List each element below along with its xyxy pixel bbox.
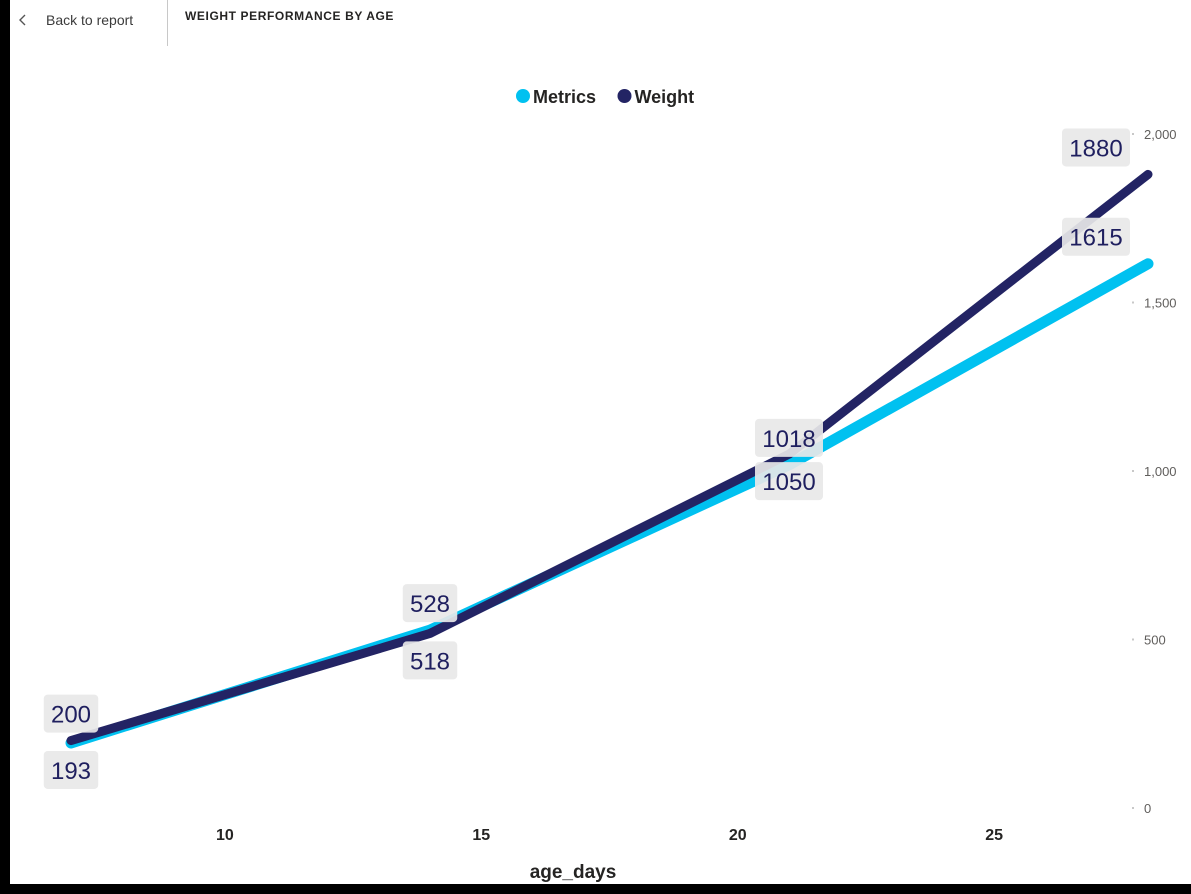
data-label-box — [755, 418, 823, 457]
legend-label-metrics: Metrics — [533, 87, 596, 107]
y-tick-label: 500 — [1144, 633, 1166, 648]
data-label-text: 1615 — [1069, 225, 1122, 252]
data-label-text: 1050 — [762, 469, 815, 496]
x-tick-label: 20 — [729, 827, 747, 844]
data-label: 528 — [402, 584, 458, 623]
header-divider — [167, 0, 168, 46]
data-label-text: 1018 — [762, 426, 815, 453]
top-bar: Back to report WEIGHT PERFORMANCE BY AGE — [10, 0, 1191, 46]
y-tick-label: 1,000 — [1144, 464, 1177, 479]
y-axis: 0 500 1,000 1,500 2,000 — [1132, 127, 1177, 816]
data-label-box — [1062, 128, 1130, 167]
data-label: 1050 — [755, 462, 823, 501]
data-label-box — [43, 750, 99, 789]
y-tick-mark — [1132, 133, 1134, 135]
data-label-box — [755, 462, 823, 501]
back-to-report-button[interactable]: Back to report — [16, 8, 133, 32]
data-label-text: 1880 — [1069, 135, 1122, 162]
legend-marker-metrics — [516, 89, 530, 103]
y-tick-label: 1,500 — [1144, 296, 1177, 311]
data-label-text: 200 — [51, 702, 91, 729]
y-tick-mark — [1132, 470, 1134, 472]
data-labels: 200 193 528 518 1018 1050 1880 1615 — [43, 128, 1130, 789]
data-label: 200 — [43, 694, 99, 733]
back-to-report-label: Back to report — [46, 12, 134, 28]
line-chart: Metrics Weight 0 500 1,000 1,500 2,000 10 15 20… — [43, 87, 1177, 883]
x-axis: 10 15 20 25 — [216, 827, 1003, 844]
x-axis-label: age_days — [530, 862, 617, 883]
y-tick-mark — [1132, 301, 1134, 304]
data-label-box — [1062, 217, 1130, 256]
chart-legend: Metrics Weight — [516, 87, 694, 107]
series-line-metrics — [65, 258, 1154, 749]
data-label: 1018 — [755, 418, 823, 457]
data-label-text: 518 — [410, 648, 450, 675]
visual-title: WEIGHT PERFORMANCE BY AGE — [185, 9, 395, 23]
data-label: 193 — [43, 750, 99, 789]
data-label-box — [43, 694, 99, 733]
focus-mode-panel: Back to report WEIGHT PERFORMANCE BY AGE… — [10, 0, 1191, 884]
y-tick-label: 0 — [1144, 801, 1151, 816]
y-tick-label: 2,000 — [1144, 127, 1177, 142]
data-label-box — [402, 641, 458, 680]
legend-label-weight: Weight — [635, 87, 695, 107]
data-label: 1880 — [1062, 128, 1130, 167]
data-label: 518 — [402, 641, 458, 680]
y-tick-mark — [1132, 638, 1134, 641]
series-line-weight — [66, 169, 1153, 746]
data-label-box — [402, 584, 458, 623]
x-tick-label: 25 — [985, 827, 1003, 844]
data-label-text: 193 — [51, 758, 91, 785]
x-tick-label: 10 — [216, 827, 234, 844]
y-tick-mark — [1132, 807, 1134, 809]
data-label: 1615 — [1062, 217, 1130, 256]
series-lines — [65, 169, 1154, 749]
legend-marker-weight — [617, 89, 632, 103]
chevron-left-icon — [19, 14, 26, 26]
x-tick-label: 15 — [472, 827, 490, 844]
data-label-text: 528 — [410, 591, 450, 618]
